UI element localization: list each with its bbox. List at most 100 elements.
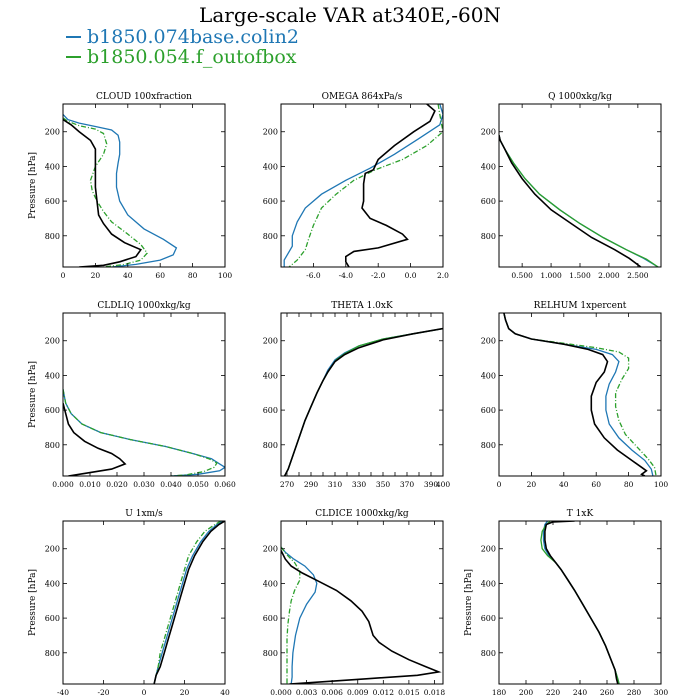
y-tick-label: 200 bbox=[481, 128, 496, 137]
panel: CLDLIQ 1000xkg/kg 200 400 600 800 0.000 0.010 0… bbox=[28, 301, 236, 489]
x-tick-label: 0.003 bbox=[296, 688, 318, 697]
series-line bbox=[153, 521, 225, 684]
x-tick-label: -2.0 bbox=[371, 271, 386, 280]
x-tick-label: 100 bbox=[218, 271, 233, 280]
x-tick-label: -4.0 bbox=[339, 271, 354, 280]
series-line bbox=[281, 546, 318, 684]
panel-title: T 1xK bbox=[567, 509, 594, 519]
y-tick-label: 400 bbox=[45, 371, 60, 380]
y-tick-label: 800 bbox=[263, 649, 278, 658]
y-axis-label: Pressure [hPa] bbox=[28, 152, 38, 219]
x-tick-label: 20 bbox=[91, 271, 101, 280]
y-tick-label: 400 bbox=[263, 579, 278, 588]
plot-frame bbox=[280, 103, 444, 268]
y-axis-label: Pressure [hPa] bbox=[28, 569, 38, 636]
x-tick-label: 0.018 bbox=[424, 688, 446, 697]
x-tick-label: 100 bbox=[654, 480, 669, 489]
panel-title: CLOUD 100xfraction bbox=[96, 92, 192, 102]
panel: U 1xm/s 200 400 600 800 -40 -20 0 20 40 Pressure [… bbox=[28, 509, 230, 697]
x-tick-label: 0.012 bbox=[373, 688, 395, 697]
y-tick-label: 200 bbox=[481, 337, 496, 346]
y-tick-label: 600 bbox=[263, 614, 278, 623]
x-tick-label: -6.0 bbox=[306, 271, 321, 280]
y-tick-label: 200 bbox=[481, 545, 496, 554]
panel: THETA 1.0xK 200 400 600 800 270 290 310 330 350 37… bbox=[263, 301, 451, 489]
x-tick-label: 300 bbox=[654, 688, 669, 697]
series-line bbox=[283, 104, 443, 267]
x-tick-label: 220 bbox=[546, 688, 561, 697]
x-tick-label: 40 bbox=[123, 271, 133, 280]
x-tick-label: 0.000 bbox=[270, 688, 292, 697]
legend-label: b1850.074base.colin2 bbox=[87, 26, 299, 48]
y-tick-label: 200 bbox=[263, 337, 278, 346]
x-tick-label: 60 bbox=[591, 480, 601, 489]
series-line bbox=[63, 113, 178, 267]
x-tick-label: 1.500 bbox=[569, 271, 591, 280]
y-tick-label: 400 bbox=[481, 579, 496, 588]
x-tick-label: 260 bbox=[600, 688, 615, 697]
x-tick-label: 2.0 bbox=[437, 271, 449, 280]
plot-frame bbox=[498, 103, 662, 268]
y-tick-label: 800 bbox=[45, 441, 60, 450]
legend-swatch bbox=[66, 36, 81, 38]
y-tick-label: 200 bbox=[45, 545, 60, 554]
x-tick-label: 180 bbox=[492, 688, 507, 697]
x-tick-label: 240 bbox=[573, 688, 588, 697]
x-tick-label: 0.020 bbox=[106, 480, 128, 489]
x-tick-label: 200 bbox=[519, 688, 534, 697]
x-tick-label: 60 bbox=[155, 271, 165, 280]
series-line bbox=[499, 135, 659, 267]
y-tick-label: 800 bbox=[481, 441, 496, 450]
x-tick-label: 0 bbox=[142, 688, 147, 697]
x-tick-label: -20 bbox=[97, 688, 109, 697]
panel: Q 1000xkg/kg 200 400 600 800 0.500 1.000 1.500 2… bbox=[481, 92, 662, 280]
series-line bbox=[284, 327, 443, 476]
y-tick-label: 600 bbox=[481, 197, 496, 206]
x-tick-label: 2.500 bbox=[627, 271, 649, 280]
series-line bbox=[503, 313, 648, 476]
y-tick-label: 600 bbox=[45, 406, 60, 415]
series-line bbox=[499, 135, 659, 267]
series-line bbox=[63, 118, 143, 267]
panel-title: Q 1000xkg/kg bbox=[548, 92, 612, 102]
y-tick-label: 800 bbox=[45, 649, 60, 658]
y-tick-label: 200 bbox=[263, 545, 278, 554]
y-tick-label: 600 bbox=[263, 197, 278, 206]
plot-frame bbox=[498, 312, 662, 477]
y-tick-label: 800 bbox=[263, 232, 278, 241]
series-line bbox=[63, 402, 127, 476]
x-tick-label: 80 bbox=[188, 271, 198, 280]
y-axis-label: Pressure [hPa] bbox=[464, 569, 474, 636]
series-line bbox=[284, 327, 443, 476]
panel-title: RELHUM 1xpercent bbox=[534, 301, 627, 311]
x-tick-label: 280 bbox=[627, 688, 642, 697]
plot-frame bbox=[498, 520, 662, 685]
panel-title: THETA 1.0xK bbox=[331, 301, 393, 311]
x-tick-label: 0.015 bbox=[398, 688, 420, 697]
panel: CLOUD 100xfraction 200 400 600 800 0 20 40 60 80 1… bbox=[28, 92, 232, 280]
x-tick-label: 40 bbox=[559, 480, 569, 489]
series-line bbox=[63, 117, 149, 267]
series-line bbox=[499, 135, 642, 267]
x-tick-label: 0.060 bbox=[214, 480, 236, 489]
series-line bbox=[281, 550, 442, 684]
y-tick-label: 400 bbox=[481, 371, 496, 380]
legend: b1850.074base.colin2 b1850.054.f_outofbo… bbox=[66, 26, 299, 68]
y-axis-label: Pressure [hPa] bbox=[28, 361, 38, 428]
plot-frame bbox=[62, 103, 226, 268]
y-tick-label: 400 bbox=[263, 371, 278, 380]
series-line bbox=[283, 327, 443, 476]
panel: T 1xK 200 400 600 800 180 200 220 240 260 280 300 Pr… bbox=[464, 509, 668, 697]
series-line bbox=[281, 546, 301, 684]
x-tick-label: 0.0 bbox=[405, 271, 417, 280]
series-line bbox=[63, 389, 225, 476]
plot-frame bbox=[280, 312, 444, 477]
x-tick-label: 370 bbox=[400, 480, 415, 489]
x-tick-label: 0.000 bbox=[52, 480, 74, 489]
x-tick-label: 20 bbox=[180, 688, 190, 697]
x-tick-label: 2.000 bbox=[598, 271, 620, 280]
x-tick-label: 20 bbox=[527, 480, 537, 489]
legend-item: b1850.054.f_outofbox bbox=[66, 46, 299, 68]
x-tick-label: 0.010 bbox=[79, 480, 101, 489]
y-tick-label: 400 bbox=[45, 579, 60, 588]
